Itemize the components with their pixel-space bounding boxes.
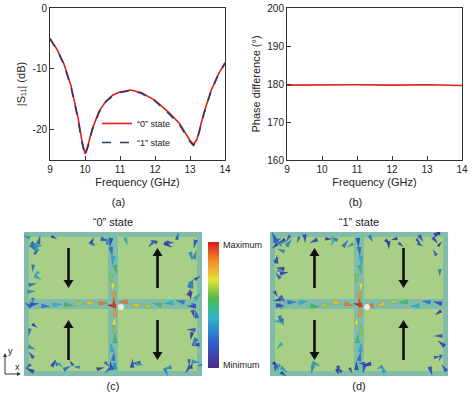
- svg-text:13: 13: [421, 164, 433, 175]
- svg-text:11: 11: [115, 164, 126, 175]
- svg-text:170: 170: [267, 117, 284, 128]
- svg-text:Minimum: Minimum: [223, 360, 260, 370]
- svg-text:“1” state: “1” state: [137, 138, 170, 148]
- svg-text:11: 11: [352, 164, 363, 175]
- html-text:(c): (c): [106, 380, 120, 392]
- svg-text:Maximum: Maximum: [223, 240, 262, 250]
- html-text:“0” state: “0” state: [92, 216, 134, 228]
- svg-text:10: 10: [79, 164, 91, 175]
- svg-text:13: 13: [184, 164, 196, 175]
- svg-text:160: 160: [267, 155, 284, 166]
- svg-text:0: 0: [41, 3, 47, 14]
- svg-text:9: 9: [284, 164, 290, 175]
- svg-text:|S₁₁| (dB): |S₁₁| (dB): [15, 62, 27, 106]
- svg-text:14: 14: [456, 164, 468, 175]
- svg-text:“0” state: “0” state: [137, 119, 170, 129]
- svg-text:12: 12: [149, 164, 161, 175]
- svg-text:Frequency (GHz): Frequency (GHz): [95, 176, 179, 188]
- svg-text:-10: -10: [33, 63, 48, 74]
- svg-text:Frequency (GHz): Frequency (GHz): [332, 176, 416, 188]
- html-text:(a): (a): [111, 196, 126, 208]
- svg-text:y: y: [8, 346, 13, 356]
- svg-text:200: 200: [267, 3, 284, 14]
- svg-text:Phase difference (°): Phase difference (°): [250, 35, 262, 132]
- svg-text:10: 10: [316, 164, 328, 175]
- svg-text:190: 190: [267, 41, 284, 52]
- svg-text:-20: -20: [33, 124, 48, 135]
- svg-text:14: 14: [219, 164, 231, 175]
- svg-text:180: 180: [267, 79, 284, 90]
- html-text:“1” state: “1” state: [338, 216, 380, 228]
- svg-text:9: 9: [47, 164, 53, 175]
- svg-text:12: 12: [386, 164, 398, 175]
- html-text:(d): (d): [352, 380, 366, 392]
- svg-text:x: x: [15, 362, 20, 372]
- html-text:(b): (b): [348, 196, 363, 208]
